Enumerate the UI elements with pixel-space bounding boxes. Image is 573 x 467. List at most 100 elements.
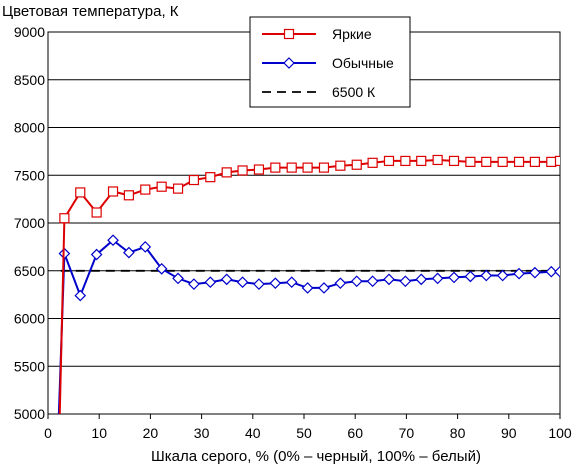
data-point xyxy=(318,282,330,294)
data-point xyxy=(285,276,298,289)
data-point xyxy=(172,183,184,194)
data-point xyxy=(237,165,248,176)
data-point xyxy=(123,246,135,259)
data-point xyxy=(513,156,525,167)
data-point xyxy=(546,156,557,167)
data-point xyxy=(139,241,152,253)
data-point xyxy=(383,273,395,286)
data-point xyxy=(545,265,558,278)
x-tick-label: 70 xyxy=(399,425,415,441)
x-tick-label: 0 xyxy=(44,425,52,441)
data-point xyxy=(155,262,168,275)
data-point xyxy=(480,269,493,282)
data-point xyxy=(335,160,346,171)
data-point xyxy=(172,272,184,285)
data-point xyxy=(221,167,232,178)
data-point xyxy=(554,265,560,278)
data-point xyxy=(75,187,86,198)
legend-marker xyxy=(283,57,295,69)
y-tick-label: 5500 xyxy=(14,358,45,374)
x-axis-title: Шкала серого, % (0% – черный, 100% – бел… xyxy=(151,448,481,465)
data-point xyxy=(188,278,200,290)
series-0 xyxy=(58,154,560,414)
x-tick-label: 80 xyxy=(450,425,466,441)
y-axis-title: Цветовая температура, К xyxy=(2,3,179,20)
data-point xyxy=(513,267,525,280)
y-tick-label: 7000 xyxy=(14,215,45,231)
data-point xyxy=(351,159,362,170)
data-point xyxy=(481,156,492,167)
y-tick-label: 8500 xyxy=(14,72,45,88)
series-line xyxy=(58,158,560,414)
legend-marker xyxy=(283,28,295,40)
data-point xyxy=(448,155,460,167)
y-axis-ticks: 5000 5500 6000 6500 7000 7500 8000 8500 9000 xyxy=(14,24,45,422)
legend-label: 6500 К xyxy=(332,84,376,100)
legend-label: Обычные xyxy=(332,55,394,71)
legend: Яркие Обычные 6500 К xyxy=(249,16,411,108)
data-point xyxy=(415,273,428,286)
data-point xyxy=(188,174,200,186)
y-tick-label: 8000 xyxy=(14,120,45,136)
data-point xyxy=(107,234,119,247)
data-point xyxy=(269,277,282,290)
data-point xyxy=(383,155,395,167)
data-point xyxy=(431,272,444,285)
series-layer xyxy=(57,154,560,414)
data-point xyxy=(529,266,541,279)
data-point xyxy=(465,156,476,167)
x-tick-label: 20 xyxy=(143,425,159,441)
series-1 xyxy=(57,234,560,414)
x-tick-label: 60 xyxy=(347,425,363,441)
y-tick-label: 7500 xyxy=(14,167,45,183)
data-point xyxy=(399,275,412,288)
x-tick-label: 10 xyxy=(91,425,107,441)
data-point xyxy=(366,275,379,288)
data-point xyxy=(416,155,427,167)
y-tick-label: 6000 xyxy=(14,311,45,327)
data-point xyxy=(253,164,265,175)
data-point xyxy=(496,269,509,282)
x-tick-label: 100 xyxy=(548,425,572,441)
data-point xyxy=(156,181,167,192)
data-point xyxy=(400,155,411,167)
x-tick-label: 40 xyxy=(245,425,261,441)
legend-item: Яркие xyxy=(262,26,372,42)
data-point xyxy=(286,162,297,173)
data-point xyxy=(59,213,70,224)
data-point xyxy=(334,277,347,290)
legend-item: 6500 К xyxy=(262,84,376,100)
data-point xyxy=(554,155,560,167)
x-tick-label: 30 xyxy=(194,425,210,441)
data-point xyxy=(74,289,87,302)
data-point xyxy=(302,162,313,173)
legend-box xyxy=(249,16,411,108)
data-point xyxy=(220,273,233,286)
x-tick-label: 50 xyxy=(296,425,312,441)
data-point xyxy=(90,248,103,261)
data-point xyxy=(91,207,102,218)
y-tick-label: 9000 xyxy=(14,24,45,40)
legend-item: Обычные xyxy=(262,55,394,71)
data-point xyxy=(204,276,217,289)
x-axis-ticks: 0 10 20 30 40 50 60 70 80 90 100 xyxy=(44,414,572,441)
data-point xyxy=(205,172,216,183)
data-point xyxy=(350,275,363,288)
data-point xyxy=(432,154,443,166)
data-point xyxy=(107,186,119,197)
data-point xyxy=(318,162,330,173)
y-tick-label: 5000 xyxy=(14,406,45,422)
data-point xyxy=(236,276,249,289)
y-tick-label: 6500 xyxy=(14,263,45,279)
data-point xyxy=(497,156,508,167)
data-point xyxy=(301,282,314,294)
x-tick-label: 90 xyxy=(501,425,517,441)
data-point xyxy=(140,184,151,195)
data-point xyxy=(367,157,378,168)
data-point xyxy=(123,190,134,201)
data-point xyxy=(529,156,541,167)
data-point xyxy=(253,278,265,290)
data-point xyxy=(448,271,460,284)
data-point xyxy=(464,270,477,283)
